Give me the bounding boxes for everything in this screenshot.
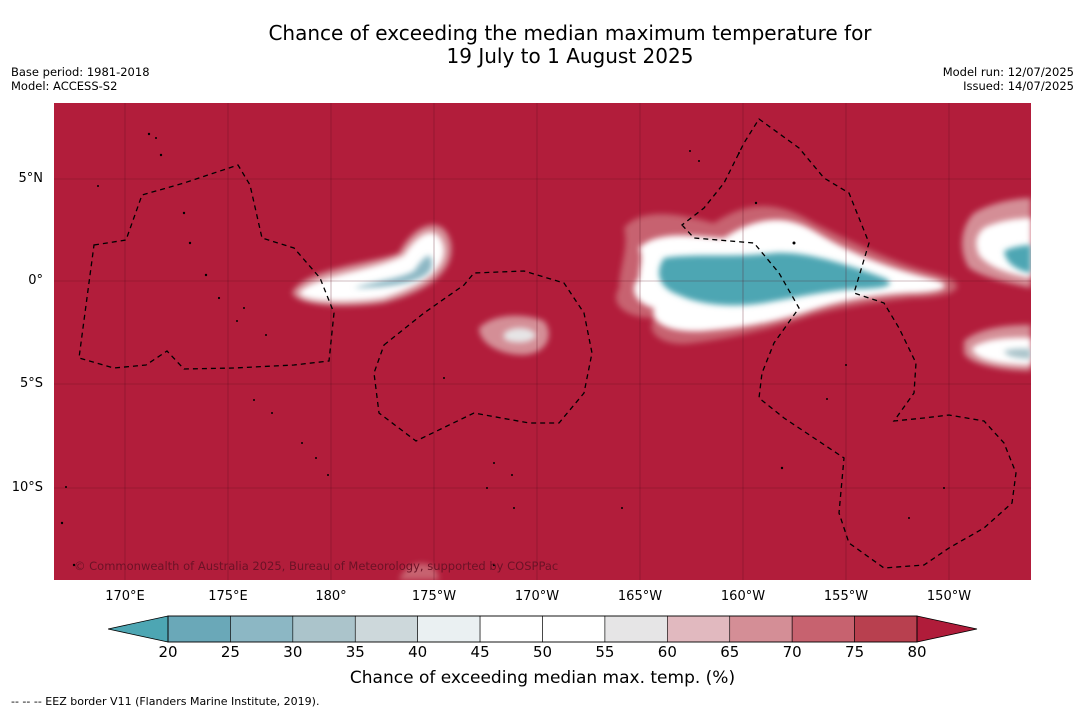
anomaly-patches [292,198,1031,580]
lat-label-0: 0° [28,273,43,288]
patch-bottom [399,563,439,580]
colorbar [108,615,978,643]
colorbar-cell [230,615,294,643]
colorbar-label: Chance of exceeding median max. temp. (%… [349,668,736,688]
colorbar-tick-label: 75 [845,643,865,661]
meta-left: Base period: 1981-2018 Model: ACCESS-S2 [11,65,150,93]
lon-label-175e: 175°E [208,589,248,604]
colorbar-cell [791,615,855,643]
colorbar-tick-label: 55 [595,643,615,661]
patch-east-lower [964,324,1031,371]
colorbar-under-arrow [108,615,169,643]
colorbar-cell [167,615,231,643]
colorbar-cell [542,615,606,643]
map-canvas: © Commonwealth of Australia 2025, Bureau… [54,103,1031,580]
copyright-text: © Commonwealth of Australia 2025, Bureau… [74,559,558,573]
lon-label-175w: 175°W [411,589,457,604]
lon-label-160w: 160°W [720,589,766,604]
lat-label-10s: 10°S [11,480,43,495]
model-name: Model: ACCESS-S2 [11,79,118,93]
lon-label-170e: 170°E [105,589,145,604]
colorbar-tick-label: 80 [907,643,927,661]
lat-label-5n: 5°N [18,171,44,186]
forecast-map: © Commonwealth of Australia 2025, Bureau… [54,103,1031,580]
lat-label-5s: 5°S [19,376,43,391]
colorbar-tick-label: 60 [657,643,677,661]
colorbar-cell [729,615,793,643]
lon-label-165w: 165°W [617,589,663,604]
colorbar-tick-label: 35 [345,643,365,661]
chart-title-line-2: 19 July to 1 August 2025 [446,44,694,68]
colorbar-cell [292,615,356,643]
lon-label-180: 180° [315,589,347,604]
colorbar-tick-label: 40 [408,643,428,661]
eez-borders [78,118,1017,569]
colorbar-tick-label: 25 [220,643,240,661]
colorbar-over-arrow [916,615,978,643]
lon-label-170w: 170°W [514,589,560,604]
colorbar-tick-label: 30 [283,643,303,661]
lon-label-155w: 155°W [823,589,869,604]
patch-central [615,206,958,344]
patch-phoenix [479,315,549,355]
colorbar-frame [167,615,918,643]
colorbar-tick-label: 45 [470,643,490,661]
patch-east-upper [962,198,1031,288]
patch-dateline [292,224,452,306]
footnote: -- -- -- EEZ border V11 (Flanders Marine… [11,695,320,708]
colorbar-tick-label: 50 [532,643,553,661]
colorbar-cell [854,615,918,643]
lon-label-150w: 150°W [926,589,972,604]
chart-title-line-1: Chance of exceeding the median maximum t… [268,21,872,45]
colorbar-tick-label: 65 [720,643,740,661]
islands [60,132,945,567]
meta-right: Model run: 12/07/2025 Issued: 14/07/2025 [943,65,1074,93]
model-run: Model run: 12/07/2025 [942,65,1074,79]
issued-date: Issued: 14/07/2025 [963,79,1074,93]
base-period: Base period: 1981-2018 [11,65,150,79]
colorbar-cell [479,615,543,643]
colorbar-tick-label: 70 [782,643,802,661]
colorbar-cell [354,615,418,643]
colorbar-cell [604,615,668,643]
colorbar-tick-label: 20 [158,643,178,661]
colorbar-cell [417,615,481,643]
colorbar-cell [667,615,731,643]
colorbar-cells [167,615,918,643]
